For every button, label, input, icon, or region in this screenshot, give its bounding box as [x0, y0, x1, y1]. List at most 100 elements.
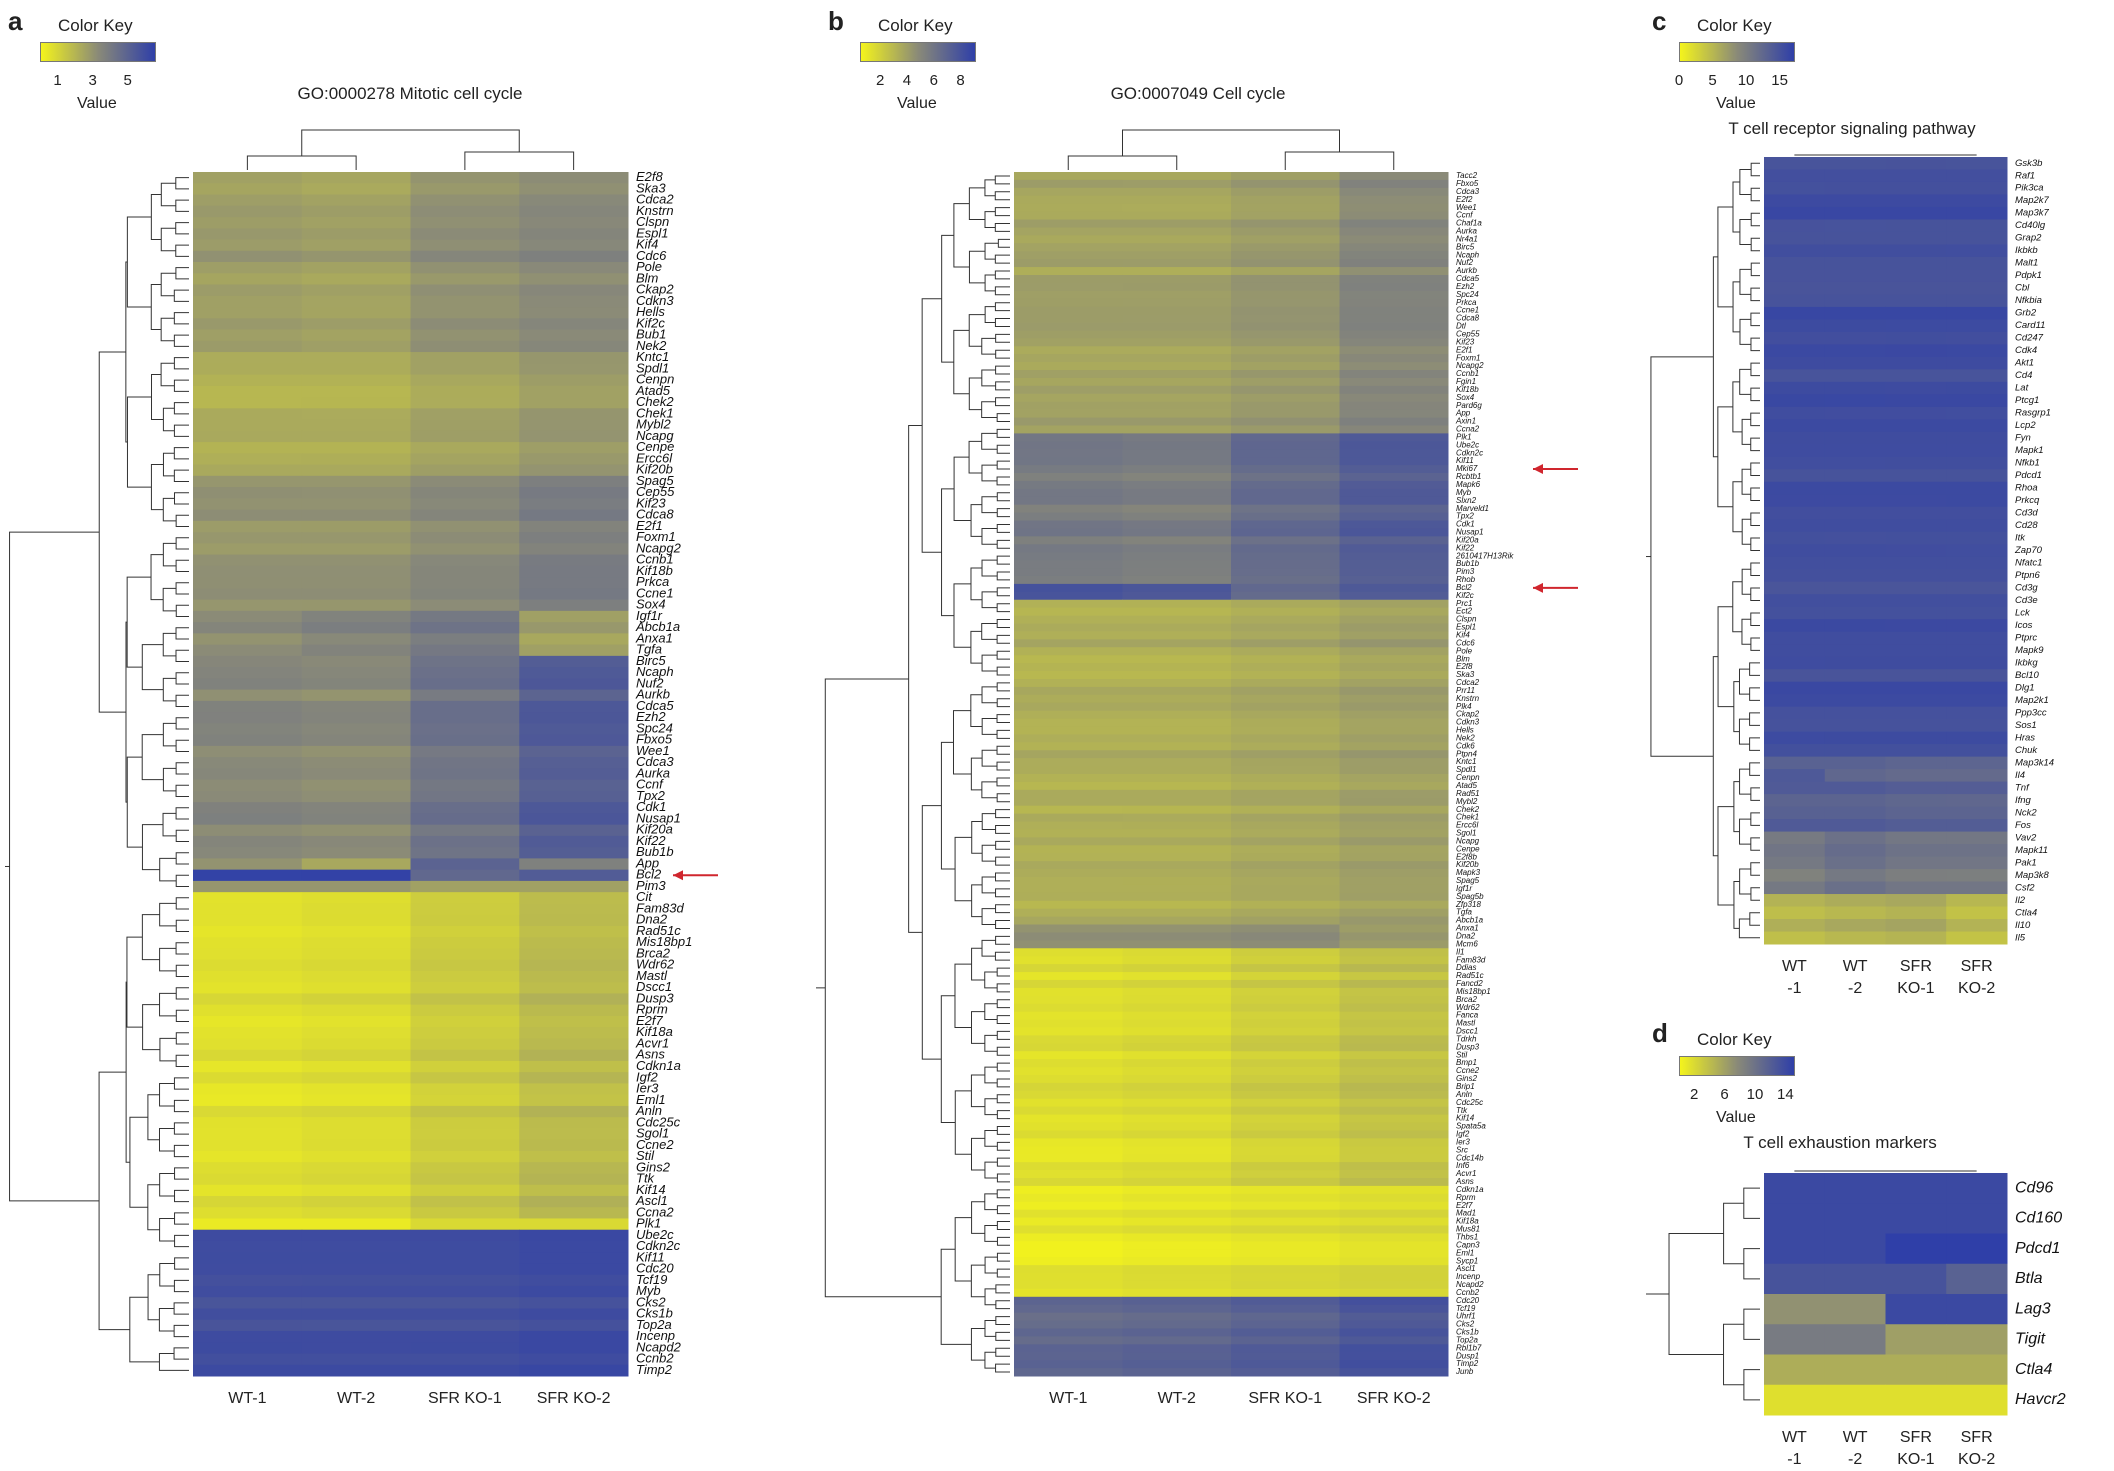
- row-label: Capn3: [1456, 1240, 1480, 1249]
- heatmap-cell: [519, 790, 629, 803]
- heatmap-cell: [410, 689, 520, 702]
- color-key-tick: 0: [1674, 72, 1684, 89]
- heatmap-cell: [193, 1195, 303, 1208]
- heatmap-cell: [410, 892, 520, 904]
- row-label: Tpx2: [636, 788, 666, 803]
- heatmap-cell: [1014, 187, 1123, 197]
- column-label: SFR KO-2: [1957, 958, 1996, 997]
- heatmap-cell: [410, 790, 520, 803]
- heatmap-cell: [1122, 1146, 1232, 1155]
- row-label: Ppp3cc: [2015, 707, 2047, 718]
- heatmap-cell: [410, 329, 520, 342]
- row-label: Rad51c: [636, 923, 681, 938]
- dendrogram-branch: [175, 784, 189, 798]
- heatmap-cell: [1231, 274, 1340, 284]
- heatmap-cell: [1339, 1019, 1449, 1028]
- dendrogram-branch: [1750, 337, 1760, 352]
- heatmap-cell: [301, 622, 411, 634]
- dendrogram-branch: [174, 1189, 189, 1203]
- dendrogram-branch: [175, 1054, 189, 1068]
- heatmap-cell: [1764, 581, 1826, 595]
- heatmap-cell: [1122, 1122, 1232, 1131]
- heatmap-cell: [519, 757, 629, 769]
- heatmap-cell: [1231, 203, 1340, 213]
- dendrogram-branch: [175, 649, 189, 662]
- heatmap-cell: [1231, 956, 1340, 965]
- heatmap-cell: [519, 1263, 629, 1276]
- heatmap-cell: [1824, 606, 1886, 620]
- heatmap-cell: [193, 678, 303, 691]
- row-label: E2f8: [636, 169, 664, 184]
- row-label: E2f8: [1456, 662, 1473, 671]
- heatmap-title: T cell receptor signaling pathway: [1728, 119, 1976, 138]
- heatmap-cell: [519, 1240, 629, 1253]
- row-label: Ercc6l: [636, 450, 673, 465]
- dendrogram-branch: [981, 527, 998, 545]
- color-key-tick: 1: [53, 72, 62, 89]
- row-label: Cks1b: [1456, 1328, 1479, 1337]
- heatmap-cell: [1014, 282, 1123, 292]
- row-label: Pdcd1: [2015, 1240, 2060, 1257]
- heatmap-cell: [1339, 211, 1449, 221]
- color-key-tick: 8: [956, 72, 965, 89]
- row-label: Eml1: [636, 1092, 666, 1107]
- heatmap-cell: [410, 565, 520, 578]
- dendrogram-branch: [971, 821, 983, 854]
- row-label: Cdc20: [1456, 1296, 1480, 1305]
- heatmap-cell: [1339, 1146, 1449, 1155]
- heatmap-cell: [1764, 194, 1826, 208]
- heatmap-cell: [410, 374, 520, 387]
- heatmap-cell: [1339, 845, 1449, 854]
- heatmap-cell: [410, 250, 520, 263]
- heatmap-cell: [193, 948, 303, 961]
- row-label: Chek1: [636, 405, 674, 420]
- heatmap-cell: [1339, 710, 1449, 720]
- heatmap-cell: [1885, 1203, 1947, 1234]
- row-label: Sos1: [2015, 720, 2037, 731]
- heatmap-cell: [1014, 385, 1123, 395]
- heatmap-cell: [1824, 1354, 1886, 1386]
- row-label: Prkca: [636, 574, 669, 589]
- heatmap-cell: [1946, 319, 2008, 333]
- heatmap-cell: [1122, 1027, 1232, 1036]
- heatmap-cell: [193, 1274, 303, 1287]
- heatmap-cell: [1014, 884, 1123, 894]
- heatmap-cell: [1122, 552, 1232, 561]
- dendrogram-branch: [9, 531, 100, 1202]
- heatmap-cell: [1885, 1233, 1947, 1265]
- heatmap-cell: [1885, 869, 1947, 883]
- heatmap-cell: [1764, 706, 1826, 720]
- heatmap-cell: [1764, 681, 1826, 695]
- heatmap-cell: [1014, 948, 1123, 957]
- heatmap-cell: [1231, 1273, 1340, 1282]
- dendrogram-branch: [1750, 587, 1760, 601]
- heatmap-cell: [301, 442, 411, 454]
- heatmap-cell: [1885, 781, 1947, 795]
- dendrogram-branch: [981, 686, 998, 704]
- heatmap-cell: [1231, 861, 1340, 870]
- heatmap-cell: [193, 869, 303, 882]
- heatmap-cell: [1764, 269, 1826, 283]
- highlight-arrowhead: [673, 870, 683, 881]
- heatmap-cell: [1824, 744, 1886, 758]
- panel-letter: c: [1652, 6, 1667, 36]
- heatmap-cell: [1122, 465, 1232, 474]
- heatmap-cell: [301, 273, 411, 286]
- heatmap-cell: [1014, 227, 1123, 236]
- heatmap-cell: [519, 1162, 629, 1174]
- heatmap-cell: [1014, 377, 1123, 387]
- row-label: Dna2: [636, 912, 668, 927]
- dendrogram-branch: [996, 444, 1010, 454]
- heatmap-cell: [1339, 417, 1449, 426]
- heatmap-cell: [519, 419, 629, 432]
- heatmap-cell: [193, 1252, 303, 1264]
- dendrogram-branch: [150, 554, 164, 601]
- heatmap-cell: [1122, 1233, 1232, 1242]
- row-label: Cdc6: [1456, 638, 1475, 647]
- heatmap-cell: [1885, 731, 1947, 745]
- heatmap-cell: [1122, 1225, 1232, 1234]
- heatmap-cell: [1339, 1217, 1449, 1226]
- heatmap-cell: [1014, 243, 1123, 252]
- row-label: Top2a: [1456, 1335, 1479, 1344]
- heatmap-cell: [519, 802, 629, 814]
